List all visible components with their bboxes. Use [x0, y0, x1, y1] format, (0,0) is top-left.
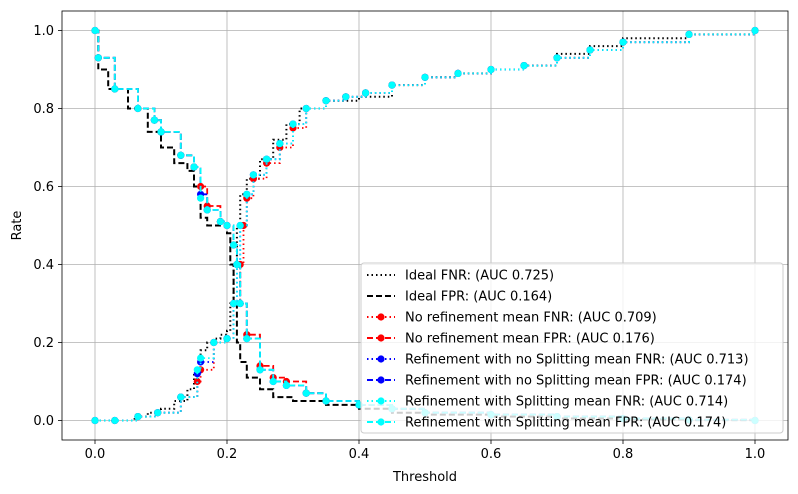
legend-marker	[377, 418, 385, 426]
legend-label: Refinement with Splitting mean FNR: (AUC…	[405, 395, 728, 410]
axes-frame	[61, 10, 789, 441]
legend-item: Refinement with Splitting mean FPR: (AUC…	[367, 416, 726, 431]
x-tick-label: 1.0	[745, 447, 766, 462]
legend-item: Refinement with Splitting mean FNR: (AUC…	[367, 395, 728, 410]
data-point	[276, 140, 284, 148]
data-point	[190, 163, 198, 171]
y-tick-label: 0.4	[33, 258, 54, 273]
legend-label: Refinement with Splitting mean FPR: (AUC…	[405, 416, 726, 431]
y-axis-label: Rate	[10, 211, 25, 241]
y-tick-label: 0.0	[33, 414, 54, 429]
legend-item: Ideal FPR: (AUC 0.164)	[367, 290, 552, 305]
data-point	[685, 30, 693, 38]
data-point	[236, 221, 244, 230]
data-point	[586, 46, 594, 54]
data-point	[421, 73, 429, 81]
data-point	[193, 377, 201, 386]
data-point	[263, 155, 271, 163]
data-point	[388, 81, 396, 89]
x-tick-label: 0.2	[217, 447, 238, 462]
legend-marker	[377, 376, 385, 384]
legend-box	[360, 262, 784, 434]
y-tick-label: 0.8	[33, 102, 54, 117]
legend-label: No refinement mean FNR: (AUC 0.709)	[405, 311, 657, 326]
legend-marker	[377, 334, 385, 342]
data-point	[94, 54, 102, 62]
data-point	[520, 62, 528, 70]
data-point	[362, 89, 370, 97]
series-line	[95, 30, 756, 422]
data-point	[751, 26, 759, 35]
data-point	[223, 221, 231, 230]
legend-item: No refinement mean FPR: (AUC 0.176)	[367, 332, 655, 347]
x-tick-label: 0.0	[85, 447, 106, 462]
data-point	[230, 241, 238, 249]
legend-marker	[377, 397, 385, 405]
data-point	[177, 151, 185, 159]
legend: Ideal FNR: (AUC 0.725) Ideal FPR: (AUC 0.…	[360, 262, 784, 434]
data-point	[256, 366, 264, 374]
legend-item: Refinement with no Splitting mean FPR: (…	[367, 374, 747, 389]
data-point	[282, 381, 290, 389]
data-point	[157, 128, 165, 136]
data-point	[243, 335, 251, 343]
data-point	[91, 416, 99, 425]
data-point	[302, 104, 310, 113]
x-tick-label: 0.4	[349, 447, 370, 462]
legend-item: No refinement mean FNR: (AUC 0.709)	[367, 311, 657, 326]
legend-marker	[377, 313, 385, 321]
legend-label: Ideal FNR: (AUC 0.725)	[405, 269, 554, 284]
legend-label: Refinement with no Splitting mean FNR: (…	[405, 353, 749, 368]
data-point	[91, 26, 99, 35]
data-point	[233, 260, 241, 269]
data-point	[193, 366, 201, 374]
y-tick-label: 0.2	[33, 336, 54, 351]
data-point	[203, 206, 211, 214]
legend-label: No refinement mean FPR: (AUC 0.176)	[405, 332, 655, 347]
x-tick-label: 0.8	[613, 447, 634, 462]
data-point	[197, 194, 205, 202]
data-point	[302, 389, 310, 397]
data-point	[322, 397, 330, 405]
legend-item: Refinement with no Splitting mean FNR: (…	[367, 353, 749, 368]
data-point	[111, 416, 119, 425]
data-point	[230, 299, 238, 308]
data-point	[322, 97, 330, 105]
data-point	[236, 299, 244, 308]
data-point	[210, 338, 218, 347]
data-point	[177, 393, 185, 401]
data-point	[150, 116, 158, 124]
legend-label: Refinement with no Splitting mean FPR: (…	[405, 374, 747, 389]
series-6	[91, 26, 759, 425]
y-tick-label: 0.6	[33, 180, 54, 195]
data-point	[197, 354, 205, 362]
axis-ticks: 0.0 0.2 0.4 0.6 0.8 1.0 0.0 0.2 0.4 0.6 0.8 1.0	[33, 24, 765, 462]
data-point	[342, 93, 350, 101]
data-point	[223, 335, 231, 343]
data-point	[289, 120, 297, 128]
data-point	[111, 85, 119, 93]
data-point	[216, 218, 224, 226]
data-point	[134, 413, 142, 421]
data-point	[134, 104, 142, 113]
legend-label: Ideal FPR: (AUC 0.164)	[405, 290, 552, 305]
data-point	[487, 65, 495, 74]
data-point	[269, 377, 277, 386]
data-point	[243, 190, 251, 198]
data-point	[154, 409, 162, 417]
legend-marker	[377, 355, 385, 363]
data-point	[553, 54, 561, 62]
x-axis-label: Threshold	[392, 470, 457, 485]
legend-item: Ideal FNR: (AUC 0.725)	[367, 269, 554, 284]
y-tick-label: 1.0	[33, 24, 54, 39]
data-point	[249, 171, 257, 179]
data-point	[619, 38, 627, 46]
data-point	[454, 69, 462, 77]
x-tick-label: 0.6	[481, 447, 502, 462]
